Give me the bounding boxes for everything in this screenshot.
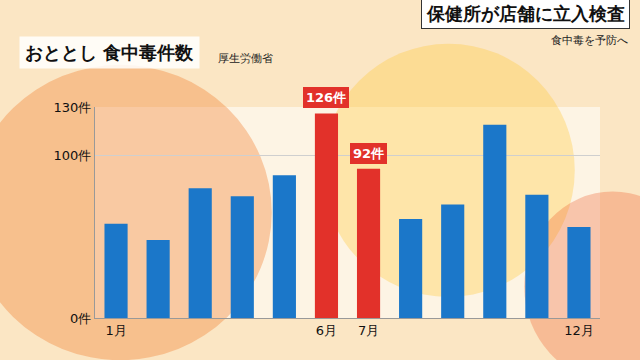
- svg-text:7月: 7月: [358, 323, 379, 338]
- svg-text:0件: 0件: [70, 311, 91, 326]
- svg-text:食中毒を予防へ: 食中毒を予防へ: [551, 34, 628, 47]
- svg-text:126件: 126件: [306, 90, 346, 105]
- svg-text:おととし 食中毒件数: おととし 食中毒件数: [25, 42, 194, 63]
- svg-text:100件: 100件: [54, 148, 92, 163]
- svg-text:6月: 6月: [316, 323, 337, 338]
- svg-text:12月: 12月: [564, 323, 594, 338]
- svg-text:保健所が店舗に立入検査: 保健所が店舗に立入検査: [426, 3, 625, 24]
- svg-text:130件: 130件: [54, 100, 92, 115]
- svg-text:1月: 1月: [105, 323, 126, 338]
- svg-text:92件: 92件: [353, 146, 384, 161]
- svg-text:厚生労働省: 厚生労働省: [218, 52, 273, 65]
